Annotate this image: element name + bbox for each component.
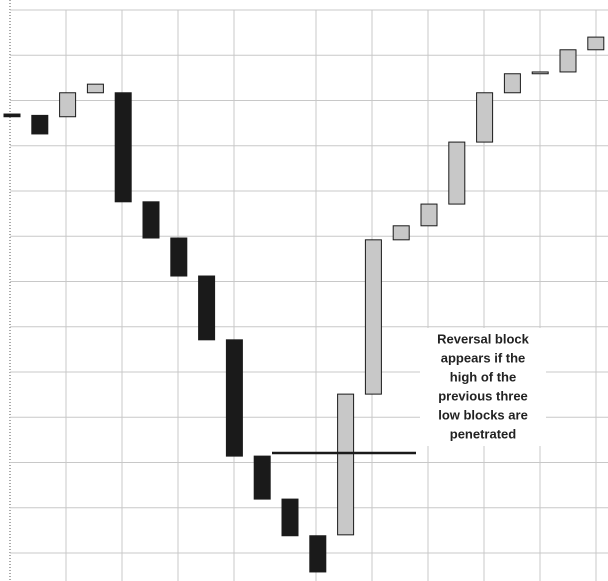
block [503, 73, 521, 94]
block [170, 237, 188, 277]
block [142, 201, 160, 239]
block [225, 339, 243, 457]
block [253, 455, 271, 500]
annotation-box [420, 328, 546, 446]
annotation-line: previous three [438, 388, 528, 403]
block [198, 275, 216, 341]
block [420, 203, 438, 227]
block [392, 225, 410, 241]
block [86, 83, 104, 94]
block [31, 114, 49, 135]
block [448, 141, 466, 205]
block [559, 49, 577, 73]
block [337, 393, 355, 536]
block [531, 71, 549, 75]
annotation-line: Reversal block [437, 331, 530, 346]
block [587, 36, 605, 51]
annotation-line: appears if the [441, 350, 526, 365]
block [476, 92, 494, 143]
annotation-line: low blocks are [438, 407, 528, 422]
vertical-grid [65, 10, 597, 581]
block [3, 113, 21, 118]
annotation-line: high of the [450, 369, 516, 384]
annotation-line: penetrated [450, 426, 517, 441]
block [309, 535, 327, 573]
block [364, 239, 382, 395]
block [281, 498, 299, 537]
block [59, 92, 77, 118]
block [114, 92, 132, 203]
